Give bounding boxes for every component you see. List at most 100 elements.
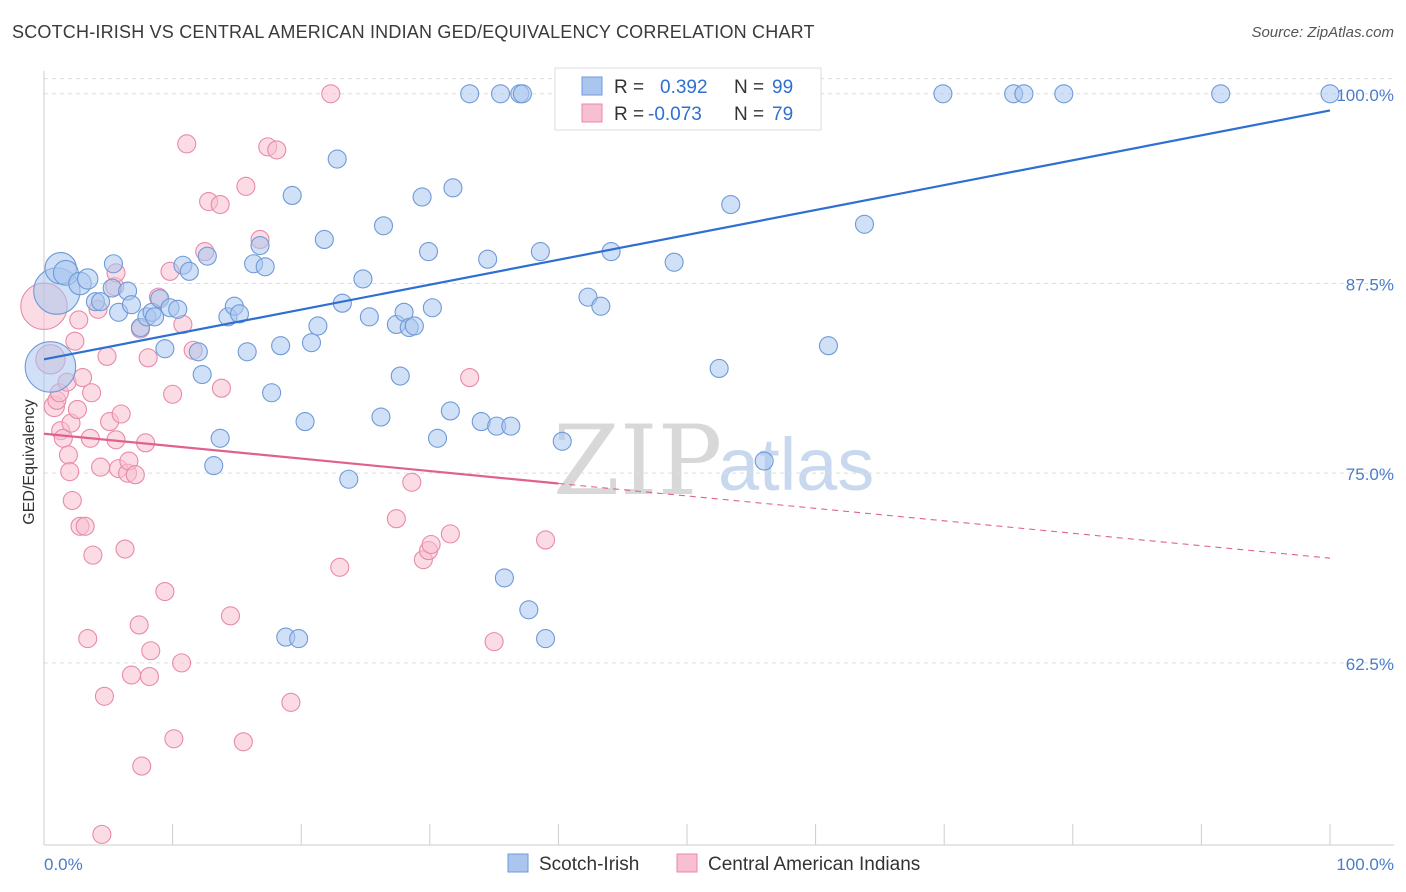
- legend-n-label-1: N =: [734, 77, 764, 98]
- scotch-irish-point-62: [460, 84, 480, 104]
- y-tick-label-1: 75.0%: [1346, 465, 1394, 484]
- bottom-legend-swatch-central-american-indians: [676, 853, 698, 873]
- scotch-irish-point-82: [709, 358, 729, 379]
- central-american-indians-point-64: [281, 692, 301, 712]
- scotch-irish-point-90: [1014, 84, 1034, 104]
- scotch-irish-point-80: [664, 252, 684, 272]
- central-american-indians-point-32: [111, 404, 131, 424]
- scotch-irish-point-67: [494, 568, 514, 588]
- scotch-irish-point-57: [418, 242, 439, 262]
- scotch-irish-point-70: [512, 84, 532, 104]
- scotch-irish-point-73: [535, 629, 556, 649]
- scotch-irish-point-22: [179, 261, 199, 281]
- central-american-indians-point-52: [177, 134, 197, 154]
- y-tick-label-2: 87.5%: [1346, 275, 1394, 294]
- scotch-irish-point-25: [197, 246, 217, 266]
- chart-title: SCOTCH-IRISH VS CENTRAL AMERICAN INDIAN …: [12, 22, 815, 42]
- scotch-irish-point-72: [530, 242, 550, 262]
- scotch-irish-point-34: [255, 257, 275, 277]
- central-american-indians-point-8: [58, 445, 78, 465]
- trend-line-central-american-indians-extension: [558, 482, 1331, 559]
- central-american-indians-point-58: [220, 606, 241, 626]
- scotch-irish-point-23: [188, 342, 208, 362]
- scotch-irish-point-56: [412, 187, 432, 207]
- central-american-indians-point-49: [163, 384, 183, 404]
- scotch-irish-point-12: [121, 295, 141, 315]
- scotch-irish-point-52: [390, 366, 410, 386]
- scotch-irish-point-40: [295, 412, 315, 432]
- central-american-indians-point-57: [210, 195, 230, 215]
- central-american-indians-point-21: [83, 545, 103, 565]
- scotch-irish-point-0: [24, 341, 77, 393]
- central-american-indians-point-25: [94, 686, 114, 706]
- scotch-irish-points: [24, 84, 1340, 649]
- scotch-irish-point-92: [1211, 84, 1231, 104]
- scotch-irish-point-88: [933, 84, 953, 104]
- x-tick-label-max: 100.0%: [1336, 855, 1394, 874]
- scotch-irish-point-31: [237, 342, 257, 362]
- scotch-irish-point-74: [552, 431, 572, 451]
- scotch-irish-point-44: [327, 149, 347, 169]
- central-american-indians-point-20: [82, 383, 102, 403]
- central-american-indians-point-65: [321, 84, 341, 104]
- watermark-zip: ZIP: [553, 405, 722, 517]
- central-american-indians-point-50: [172, 653, 192, 673]
- central-american-indians-point-75: [535, 530, 556, 550]
- scotch-irish-point-93: [1320, 84, 1340, 104]
- legend-r-label-2: R =: [614, 104, 644, 125]
- stats-legend: R = 0.392 N = 99 R = -0.073 N = 79: [554, 67, 822, 131]
- legend-r-value-1: 0.392: [660, 77, 708, 98]
- scotch-irish-point-5: [77, 268, 99, 290]
- scotch-irish-point-48: [359, 307, 379, 327]
- central-american-indians-point-37: [125, 465, 145, 485]
- y-axis-title: GED/Equivalency: [21, 399, 38, 524]
- scotch-irish-point-83: [721, 195, 741, 215]
- scotch-irish-point-64: [478, 249, 498, 269]
- central-american-indians-point-63: [267, 140, 287, 160]
- scotch-irish-point-41: [301, 333, 322, 353]
- central-american-indians-point-17: [75, 516, 95, 536]
- scotch-irish-point-8: [102, 278, 122, 298]
- scotch-irish-point-49: [371, 407, 391, 427]
- central-american-indians-point-60: [236, 176, 256, 196]
- central-american-indians-point-33: [115, 539, 135, 559]
- central-american-indians-point-24: [92, 824, 112, 844]
- trend-lines: [43, 109, 1331, 559]
- central-american-indians-point-59: [233, 732, 253, 752]
- scotch-irish-point-20: [168, 299, 188, 319]
- y-tick-label-0: 62.5%: [1346, 655, 1394, 674]
- series-legend: Scotch-Irish Central American Indians: [507, 853, 920, 875]
- central-american-indians-point-68: [402, 472, 422, 492]
- central-american-indians-point-10: [60, 462, 80, 482]
- y-tick-labels: 62.5% 75.0% 87.5% 100.0%: [1336, 86, 1394, 674]
- scotch-irish-point-42: [308, 316, 328, 336]
- scotch-irish-point-43: [314, 229, 334, 250]
- central-american-indians-point-38: [129, 615, 149, 635]
- scotch-irish-point-7: [91, 292, 111, 312]
- scotch-irish-point-16: [145, 307, 165, 327]
- legend-n-value-1: 99: [772, 77, 793, 98]
- trend-line-central-american-indians: [43, 432, 559, 485]
- scotch-irish-point-36: [271, 336, 291, 356]
- central-american-indians-point-73: [460, 368, 480, 388]
- scotch-irish-point-26: [204, 456, 224, 476]
- legend-n-label-2: N =: [734, 104, 764, 125]
- scotch-irish-point-35: [262, 383, 282, 403]
- watermark-atlas: atlas: [718, 423, 874, 506]
- bottom-legend-swatch-scotch-irish: [507, 853, 529, 873]
- bottom-legend-label-scotch-irish: Scotch-Irish: [539, 854, 639, 875]
- scotch-irish-point-77: [591, 296, 611, 316]
- scotch-irish-point-68: [501, 416, 521, 436]
- scotch-irish-point-71: [519, 600, 539, 620]
- legend-r-label-1: R =: [614, 77, 644, 98]
- scotch-irish-point-55: [404, 316, 424, 336]
- chart-source: Source: ZipAtlas.com: [1251, 24, 1394, 41]
- scotch-irish-point-18: [155, 339, 175, 359]
- legend-swatch-scotch-irish: [581, 76, 603, 96]
- scotch-irish-point-38: [282, 185, 302, 205]
- central-american-indians-point-11: [62, 490, 82, 511]
- trend-line-scotch-irish: [43, 109, 1331, 361]
- central-american-indians-point-71: [421, 534, 441, 555]
- legend-swatch-central-american-indians: [581, 103, 603, 123]
- central-american-indians-point-36: [121, 665, 141, 685]
